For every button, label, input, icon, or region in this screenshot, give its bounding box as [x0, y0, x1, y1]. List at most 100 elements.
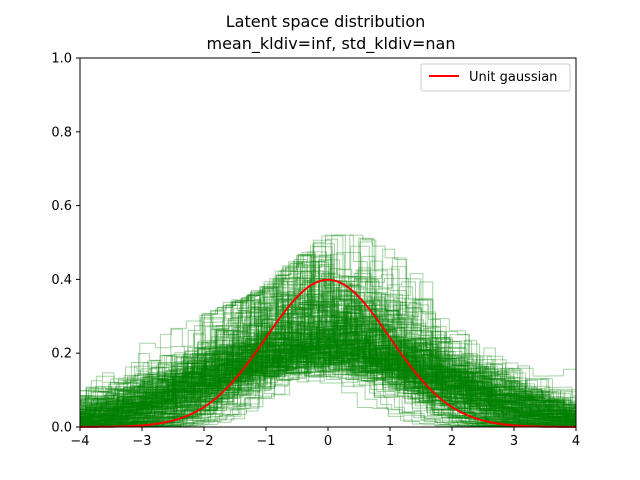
- histogram-step-outline: [80, 292, 576, 427]
- histogram-step-outline: [83, 322, 576, 427]
- histogram-step-outline: [80, 316, 575, 427]
- histogram-step-outline: [80, 333, 576, 427]
- histogram-step-outline: [80, 345, 570, 427]
- histogram-step-outline: [80, 346, 576, 414]
- histogram-step-outline: [80, 253, 568, 427]
- histogram-step-outline: [80, 305, 576, 426]
- histogram-step-outline: [82, 302, 576, 427]
- histogram-step-outline: [80, 301, 576, 427]
- histogram-step-outline: [80, 340, 576, 418]
- histogram-step-outline: [80, 265, 576, 427]
- histogram-step-outline: [80, 235, 576, 427]
- histogram-step-outline: [80, 268, 576, 427]
- histogram-step-outline: [80, 340, 566, 427]
- histogram-step-outline: [80, 332, 576, 420]
- x-tick-label: −3: [132, 434, 151, 449]
- histogram-step-outline: [80, 363, 576, 412]
- histogram-step-outline: [80, 330, 576, 420]
- histogram-step-outline: [82, 345, 573, 427]
- histogram-step-outline: [80, 346, 576, 422]
- histogram-step-outline: [80, 299, 576, 427]
- x-tick-label: 0: [324, 434, 332, 449]
- histogram-step-outline: [80, 283, 566, 427]
- histogram-step-outline: [80, 304, 576, 425]
- histogram-step-outline: [84, 334, 576, 427]
- histogram-step-outline: [80, 286, 576, 427]
- histogram-step-outline: [80, 347, 573, 427]
- histogram-step-outline: [80, 347, 576, 418]
- histogram-step-outline: [80, 324, 568, 427]
- histogram-step-outline: [80, 346, 576, 423]
- histogram-step-outline: [85, 339, 576, 427]
- histogram-step-outline: [80, 337, 569, 427]
- histogram-step-outline: [80, 328, 576, 427]
- histogram-step-outline: [80, 347, 573, 427]
- histogram-step-outline: [80, 331, 568, 427]
- x-tick-label: 2: [448, 434, 456, 449]
- histogram-step-outline: [80, 294, 576, 427]
- histogram-step-outline: [80, 318, 576, 424]
- histogram-step-outline: [80, 339, 576, 417]
- histogram-step-outline: [80, 335, 576, 419]
- histogram-step-outline: [80, 275, 576, 427]
- histogram-step-outline: [80, 341, 576, 422]
- histogram-step-outline: [80, 284, 566, 427]
- histogram-step-outline: [80, 338, 576, 422]
- histogram-step-outline: [80, 346, 576, 423]
- histogram-step-outline: [80, 293, 576, 427]
- histogram-step-outline: [90, 338, 565, 427]
- histogram-step-outline: [88, 323, 576, 427]
- histogram-step-outline: [80, 332, 576, 422]
- legend: Unit gaussian: [420, 63, 571, 92]
- histogram-step-outline: [80, 344, 576, 419]
- histogram-step-outline: [80, 322, 576, 427]
- histogram-step-outline: [89, 306, 568, 427]
- histogram-step-outline: [80, 339, 576, 414]
- histogram-step-outline: [80, 324, 576, 427]
- histogram-step-outline: [80, 333, 576, 419]
- histogram-step-outline: [80, 254, 565, 427]
- histogram-step-outline: [80, 270, 574, 427]
- histogram-step-outline: [88, 293, 576, 427]
- histogram-step-outline: [80, 284, 576, 427]
- histogram-step-outline: [89, 307, 576, 427]
- histogram-step-outline: [80, 254, 576, 427]
- histogram-step-outline: [80, 291, 576, 427]
- histogram-step-outline: [80, 342, 576, 415]
- histogram-step-outline: [80, 339, 576, 426]
- histogram-step-outline: [80, 344, 576, 421]
- histogram-step-outline: [86, 333, 568, 427]
- histogram-step-outline: [80, 263, 576, 427]
- histogram-step-outline: [80, 327, 576, 423]
- histogram-step-outline: [80, 256, 576, 427]
- histogram-step-outline: [80, 329, 576, 425]
- histogram-step-outline: [80, 295, 576, 427]
- legend-label-unit-gaussian: Unit gaussian: [469, 70, 557, 85]
- histogram-series-group: [80, 234, 576, 427]
- histogram-step-outline: [80, 338, 576, 418]
- histogram-step-outline: [80, 350, 576, 419]
- histogram-step-outline: [80, 294, 575, 427]
- histogram-step-outline: [80, 295, 568, 427]
- histogram-step-outline: [80, 301, 576, 427]
- chart-subtitle: mean_kldiv=inf, std_kldiv=nan: [207, 34, 456, 54]
- histogram-step-outline: [80, 277, 568, 427]
- histogram-step-outline: [81, 354, 576, 427]
- histogram-step-outline: [83, 273, 576, 427]
- histogram-step-outline: [80, 329, 575, 427]
- histogram-step-outline: [80, 330, 576, 423]
- histogram-step-outline: [91, 328, 575, 427]
- histogram-step-outline: [80, 346, 576, 421]
- histogram-step-outline: [80, 296, 576, 427]
- histogram-step-outline: [85, 348, 568, 427]
- histogram-step-outline: [80, 348, 576, 414]
- histogram-step-outline: [80, 299, 576, 425]
- histogram-step-outline: [80, 318, 572, 427]
- histogram-step-outline: [80, 349, 576, 419]
- histogram-step-outline: [89, 351, 571, 427]
- histogram-step-outline: [80, 248, 576, 427]
- histogram-step-outline: [80, 345, 576, 423]
- histogram-step-outline: [80, 324, 572, 427]
- histogram-step-outline: [80, 315, 576, 427]
- x-tick-label: −1: [256, 434, 275, 449]
